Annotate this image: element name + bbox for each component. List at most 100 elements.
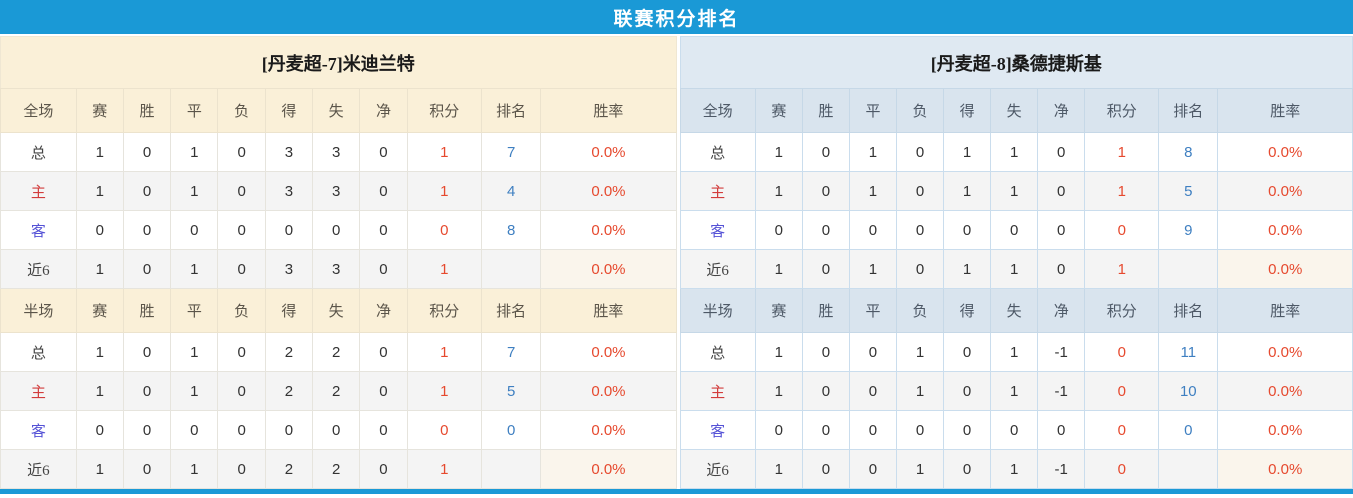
rank-value: [480, 449, 542, 489]
stat-value: -1: [1037, 371, 1086, 411]
stat-value: 0: [801, 410, 850, 450]
stat-value: 0: [217, 132, 266, 172]
stat-value: 0: [312, 410, 361, 450]
stats-row-recent: 近6 1 0 1 0 2 2 0 1 0.0%: [0, 449, 677, 489]
stat-value: 3: [312, 171, 361, 211]
row-label: 主: [0, 371, 77, 411]
stat-value: 0: [943, 210, 992, 250]
points-value: 0: [1084, 371, 1160, 411]
stat-value: 1: [75, 371, 124, 411]
points-value: 1: [1084, 171, 1160, 211]
column-header: 得: [943, 88, 992, 133]
scope-label: 半场: [0, 288, 77, 333]
stat-value: 0: [848, 371, 898, 411]
row-label: 总: [679, 332, 756, 372]
rank-value: 7: [480, 132, 542, 172]
column-header: 得: [264, 288, 314, 333]
rank-value: [1158, 249, 1219, 289]
stat-value: 1: [943, 132, 992, 172]
stats-row-home: 主 1 0 0 1 0 1 -1 0 10 0.0%: [679, 371, 1353, 411]
stat-value: 1: [75, 132, 124, 172]
row-label: 总: [679, 132, 756, 172]
column-header: 积分: [406, 88, 482, 133]
stat-value: 0: [312, 210, 361, 250]
home-team-rows: 全场赛胜平负得失净积分 排名 胜率总 1 0 1 0 3 3 0 1 7 0.0% 主 1 0 1 0 3 3 0 1 4 0…: [0, 88, 677, 489]
column-header: 胜: [122, 288, 172, 333]
row-label: 客: [679, 410, 756, 450]
points-value: 1: [1084, 249, 1160, 289]
row-label: 客: [0, 410, 77, 450]
stat-value: 0: [754, 210, 803, 250]
stats-row-recent: 近6 1 0 1 0 1 1 0 1 0.0%: [679, 249, 1353, 289]
home-team-table: [丹麦超-7]米迪兰特 全场赛胜平负得失净积分 排名 胜率总 1 0 1 0 3 3 0 1 7 0.0…: [0, 36, 677, 489]
stat-value: 0: [990, 210, 1039, 250]
stats-row-recent: 近6 1 0 0 1 0 1 -1 0 0.0%: [679, 449, 1353, 489]
points-value: 0: [1084, 332, 1160, 372]
column-header: 赛: [754, 88, 803, 133]
stats-row-away: 客 0 0 0 0 0 0 0 0 9 0.0%: [679, 210, 1353, 250]
stat-value: 0: [217, 410, 266, 450]
away-team-table: [丹麦超-8]桑德捷斯基 全场赛胜平负得失净积分 排名 胜率总 1 0 1 0 1 1 0 1 8 0.…: [676, 36, 1353, 489]
column-header: 排名: [480, 288, 542, 333]
winrate-value: 0.0%: [540, 249, 677, 289]
stat-value: 0: [122, 171, 172, 211]
rank-value: [1158, 449, 1219, 489]
winrate-value: 0.0%: [1217, 132, 1353, 172]
row-label: 主: [0, 171, 77, 211]
home-team-name: [丹麦超-7]米迪兰特: [0, 36, 677, 88]
winrate-value: 0.0%: [540, 332, 677, 372]
stat-value: 0: [1037, 410, 1086, 450]
winrate-value: 0.0%: [1217, 410, 1353, 450]
row-label: 近6: [0, 249, 77, 289]
stat-value: 0: [359, 210, 408, 250]
column-header: 净: [359, 88, 408, 133]
row-label: 客: [679, 210, 756, 250]
row-label: 客: [0, 210, 77, 250]
stat-value: 0: [801, 132, 850, 172]
stats-row-away: 客 0 0 0 0 0 0 0 0 0 0.0%: [679, 410, 1353, 450]
stat-value: 1: [990, 449, 1039, 489]
stat-value: 1: [75, 171, 124, 211]
stat-value: 0: [943, 371, 992, 411]
row-label: 近6: [679, 449, 756, 489]
stat-value: 0: [943, 449, 992, 489]
stat-value: 0: [122, 332, 172, 372]
row-label: 近6: [679, 249, 756, 289]
points-value: 0: [1084, 210, 1160, 250]
stat-value: 0: [801, 332, 850, 372]
stat-value: 0: [943, 332, 992, 372]
stat-value: 0: [217, 332, 266, 372]
rank-value: 11: [1158, 332, 1219, 372]
column-header: 胜: [122, 88, 172, 133]
away-team-name: [丹麦超-8]桑德捷斯基: [679, 36, 1353, 88]
stat-value: 1: [75, 449, 124, 489]
stat-value: 1: [990, 371, 1039, 411]
stat-value: 0: [801, 449, 850, 489]
section-header-row: 半场赛胜平负得失净积分 排名 胜率: [0, 288, 677, 333]
points-value: 1: [406, 371, 482, 411]
points-value: 1: [406, 249, 482, 289]
row-label: 近6: [0, 449, 77, 489]
stat-value: 0: [217, 171, 266, 211]
stats-row-total: 总 1 0 1 0 1 1 0 1 8 0.0%: [679, 132, 1353, 172]
rank-value: 4: [480, 171, 542, 211]
column-header: 排名: [1158, 88, 1219, 133]
stat-value: 0: [848, 410, 898, 450]
stat-value: 0: [1037, 171, 1086, 211]
points-value: 0: [406, 210, 482, 250]
stat-value: 0: [754, 410, 803, 450]
stat-value: 0: [359, 249, 408, 289]
stat-value: 0: [801, 249, 850, 289]
column-header: 排名: [480, 88, 542, 133]
scope-label: 全场: [0, 88, 77, 133]
stat-value: 0: [848, 332, 898, 372]
stat-value: 3: [312, 132, 361, 172]
column-header: 净: [1037, 288, 1086, 333]
winrate-value: 0.0%: [1217, 210, 1353, 250]
away-team-rows: 全场赛胜平负得失净积分 排名 胜率总 1 0 1 0 1 1 0 1 8 0.0% 主 1 0 1 0 1 1 0 1 5 0…: [679, 88, 1353, 489]
stat-value: 2: [312, 371, 361, 411]
winrate-value: 0.0%: [540, 371, 677, 411]
stat-value: 0: [359, 132, 408, 172]
rank-value: 7: [480, 332, 542, 372]
